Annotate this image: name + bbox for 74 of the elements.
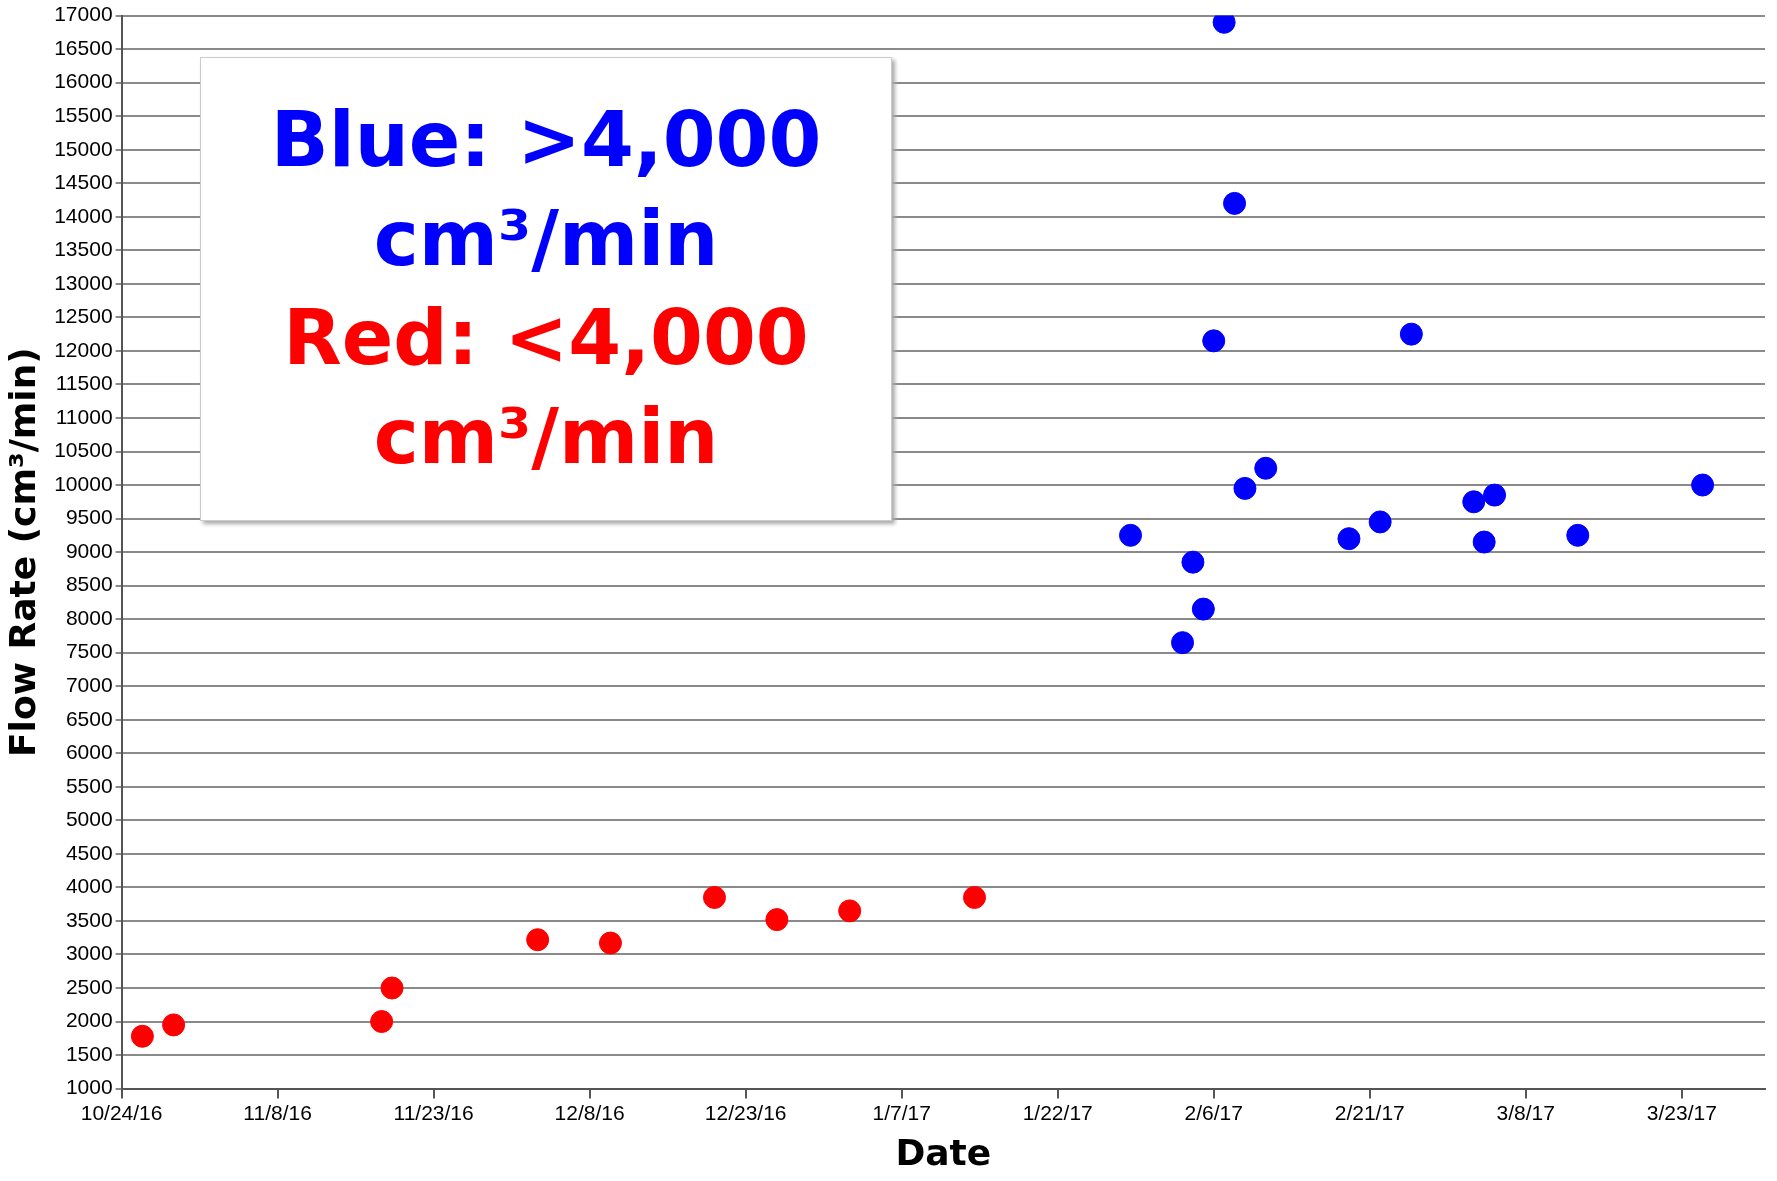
y-axis-title: Flow Rate (cm³/min) <box>1 347 43 757</box>
y-tick-label: 5500 <box>65 773 113 797</box>
point <box>765 908 789 932</box>
point <box>1202 329 1226 353</box>
point <box>1181 550 1205 574</box>
point <box>1399 322 1423 346</box>
point <box>162 1013 186 1037</box>
point <box>598 931 622 955</box>
y-tick-label: 4000 <box>65 874 113 898</box>
y-tick-label: 13500 <box>54 237 113 261</box>
point <box>130 1024 154 1048</box>
x-tick-label: 10/24/16 <box>80 1101 163 1124</box>
y-tick-label: 2500 <box>65 974 113 998</box>
x-tick-label: 3/23/17 <box>1646 1101 1717 1124</box>
point <box>1254 456 1278 480</box>
point <box>1171 631 1195 655</box>
y-tick-label: 10000 <box>54 471 113 495</box>
point <box>1368 510 1392 534</box>
y-tick-label: 12000 <box>54 337 113 361</box>
y-tick-label: 4500 <box>65 840 113 864</box>
point <box>1119 523 1143 547</box>
point <box>526 928 550 952</box>
point <box>1691 473 1715 497</box>
point <box>1472 530 1496 554</box>
annotation: Red: <4,000 cm³/min <box>282 292 810 483</box>
y-tick-label: 16500 <box>54 35 113 59</box>
y-tick-label: 9500 <box>65 505 113 529</box>
y-tick-label: 1500 <box>65 1041 113 1065</box>
y-tick-label: 3000 <box>65 941 113 965</box>
x-axis-title: Date <box>895 1131 992 1173</box>
y-tick-label: 14000 <box>54 203 113 227</box>
y-tick-label: 1000 <box>65 1075 113 1099</box>
point <box>1483 483 1507 507</box>
y-tick-label: 14500 <box>54 170 113 194</box>
y-tick-label: 8000 <box>65 605 113 629</box>
y-tick-label: 13000 <box>54 270 113 294</box>
y-tick-label: 6000 <box>65 740 113 764</box>
y-tick-label: 5000 <box>65 807 113 831</box>
y-tick-label: 11500 <box>55 371 113 395</box>
y-tick-label: 11000 <box>55 404 113 428</box>
y-tick-label: 15500 <box>54 102 113 126</box>
point <box>1462 490 1486 514</box>
y-tick-label: 7500 <box>65 639 113 663</box>
y-tick-label: 17000 <box>54 2 113 26</box>
y-tick-label: 12500 <box>54 304 113 328</box>
x-tick-label: 1/22/17 <box>1022 1101 1093 1124</box>
point <box>380 976 404 1000</box>
point <box>1233 476 1257 500</box>
x-tick-label: 3/8/17 <box>1496 1101 1555 1124</box>
point <box>702 885 726 909</box>
y-tick-label: 16000 <box>54 69 113 93</box>
y-tick-label: 15000 <box>54 136 113 160</box>
point <box>963 885 986 909</box>
x-tick-label: 2/6/17 <box>1184 1101 1243 1124</box>
y-tick-label: 6500 <box>65 706 113 730</box>
point <box>1566 523 1590 547</box>
x-tick-label: 11/8/16 <box>243 1101 312 1124</box>
x-tick-label: 1/7/17 <box>872 1101 931 1124</box>
y-tick-label: 8500 <box>65 572 113 596</box>
point <box>1223 191 1247 215</box>
y-tick-label: 9000 <box>65 538 113 562</box>
x-tick-label: 12/8/16 <box>554 1101 625 1124</box>
y-tick-label: 7000 <box>65 673 113 697</box>
point <box>370 1010 394 1034</box>
x-tick-label: 12/23/16 <box>704 1101 787 1124</box>
y-tick-label: 3500 <box>65 907 113 931</box>
x-tick-label: 2/21/17 <box>1334 1101 1405 1124</box>
y-tick-label: 2000 <box>65 1008 113 1032</box>
x-tick-label: 11/23/16 <box>393 1101 474 1124</box>
point <box>1191 597 1215 621</box>
point <box>838 899 862 923</box>
annotation: Blue: >4,000 cm³/min <box>269 94 823 286</box>
point <box>1337 527 1361 551</box>
y-tick-label: 10500 <box>54 438 113 462</box>
